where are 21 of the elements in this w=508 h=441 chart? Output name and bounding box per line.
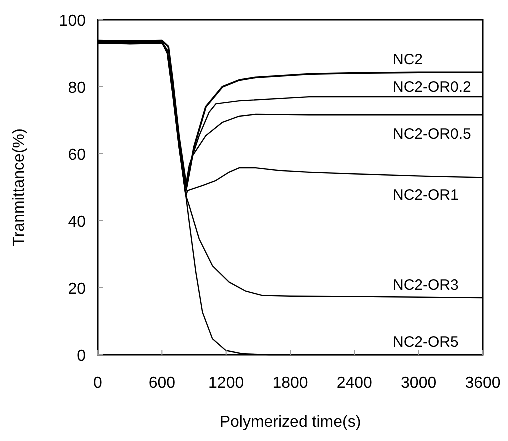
x-tick-label: 3600 bbox=[465, 375, 501, 392]
x-tick-label: 2400 bbox=[336, 375, 373, 392]
x-tick-label: 0 bbox=[94, 375, 103, 392]
y-tick-label: 80 bbox=[68, 80, 86, 97]
x-axis-title: Polymerized time(s) bbox=[220, 414, 362, 431]
x-tick-label: 600 bbox=[148, 375, 176, 392]
y-tick-label: 60 bbox=[68, 147, 86, 164]
y-tick-label: 40 bbox=[68, 214, 86, 231]
series-label: NC2-OR3 bbox=[393, 277, 459, 294]
x-tick-label: 3000 bbox=[401, 375, 437, 392]
y-tick-label: 0 bbox=[77, 348, 86, 365]
y-tick-label: 20 bbox=[68, 281, 86, 298]
y-tick-label: 100 bbox=[59, 13, 86, 30]
x-tick-label: 1200 bbox=[208, 375, 244, 392]
series-label: NC2 bbox=[393, 52, 424, 69]
series-label: NC2-OR0.2 bbox=[393, 79, 472, 96]
series-label: NC2-OR1 bbox=[393, 186, 459, 204]
series-label: NC2-OR0.5 bbox=[393, 126, 472, 144]
series-label: NC2-OR5 bbox=[393, 334, 459, 351]
y-axis-title: Tranmittance(%) bbox=[11, 128, 28, 246]
x-tick-label: 1800 bbox=[272, 375, 308, 392]
